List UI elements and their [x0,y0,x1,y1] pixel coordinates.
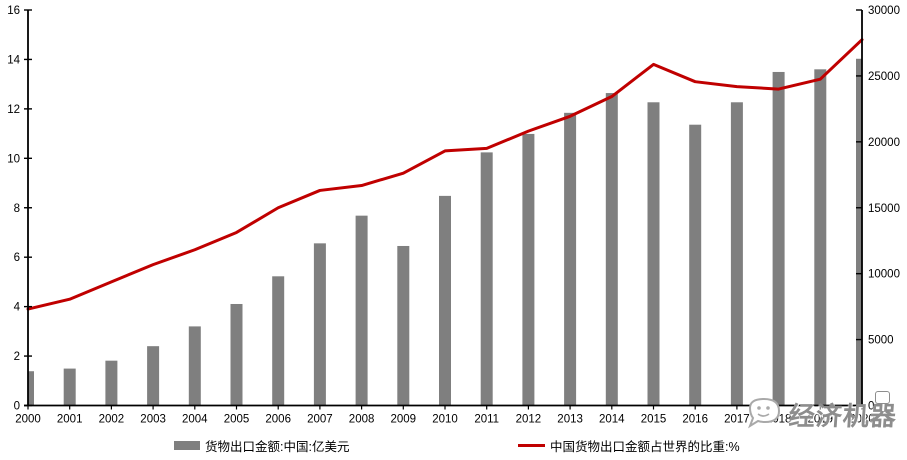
legend-label-share: 中国货物出口金额占世界的比重:% [550,440,740,454]
x-tick-label: 2000 [15,414,41,426]
x-tick-label: 2012 [516,414,542,426]
x-tick-label: 2004 [182,414,208,426]
bar-series-swatch [174,441,200,450]
right-tick-label: 5000 [868,335,894,347]
left-tick-label: 6 [14,252,20,264]
x-tick-label: 2017 [724,414,750,426]
x-tick-label: 2006 [265,414,291,426]
bar-2000 [28,371,34,406]
bar-2020 [856,58,862,406]
bar-2016 [689,124,702,406]
x-tick-label: 2018 [766,414,792,426]
x-tick-label: 2007 [307,414,333,426]
x-tick-label: 2003 [140,414,166,426]
left-tick-label: 8 [14,203,20,215]
bar-2019 [814,69,827,406]
bar-2002 [105,360,118,406]
bar-series [28,58,862,406]
bar-2004 [188,326,201,406]
x-tick-label: 2010 [432,414,458,426]
x-tick-label: 2020 [849,414,875,426]
bar-2011 [480,152,493,406]
left-tick-label: 4 [14,302,21,314]
legend: 货物出口金额:中国:亿美元 中国货物出口金额占世界的比重:% [0,433,907,455]
bar-2010 [439,195,451,406]
left-tick-label: 0 [14,401,20,413]
x-tick-label: 2016 [682,414,708,426]
line-series-swatch [518,444,545,447]
right-tick-label: 10000 [868,269,900,281]
bar-2014 [605,93,618,406]
bar-2007 [313,243,326,406]
left-tick-label: 12 [7,104,20,116]
share-line [26,38,864,311]
right-tick-label: 30000 [868,5,900,17]
x-tick-label: 2015 [641,414,667,426]
right-tick-label: 20000 [868,137,900,149]
bar-2012 [522,133,535,406]
left-tick-label: 2 [14,351,20,363]
bar-2017 [730,102,743,406]
bar-2018 [772,71,785,406]
bar-2006 [272,276,285,406]
right-tick-label: 15000 [868,203,900,215]
right-tick-label: 25000 [868,71,900,83]
right-tick-label: 0 [868,401,874,413]
x-tick-label: 2002 [99,414,125,426]
x-tick-label: 2013 [557,414,583,426]
bar-2009 [397,245,410,406]
bar-2015 [647,102,660,406]
x-tick-label: 2008 [349,414,375,426]
legend-label-exports: 货物出口金额:中国:亿美元 [205,440,350,454]
legend-item-exports-bar: 货物出口金额:中国:亿美元 [174,436,349,455]
bar-2001 [63,368,76,406]
bar-2008 [355,215,368,406]
left-tick-label: 10 [7,153,20,165]
x-tick-label: 2005 [224,414,250,426]
x-tick-label: 2019 [808,414,834,426]
x-tick-label: 2001 [57,414,83,426]
x-tick-label: 2009 [391,414,417,426]
legend-item-share-line: 中国货物出口金额占世界的比重:% [518,436,740,455]
x-tick-label: 2014 [599,414,625,426]
left-tick-label: 16 [7,5,20,17]
bar-2005 [230,303,243,406]
bar-2003 [147,346,160,406]
x-tick-label: 2011 [474,414,499,426]
bar-2013 [564,112,577,406]
left-tick-label: 14 [7,54,20,66]
